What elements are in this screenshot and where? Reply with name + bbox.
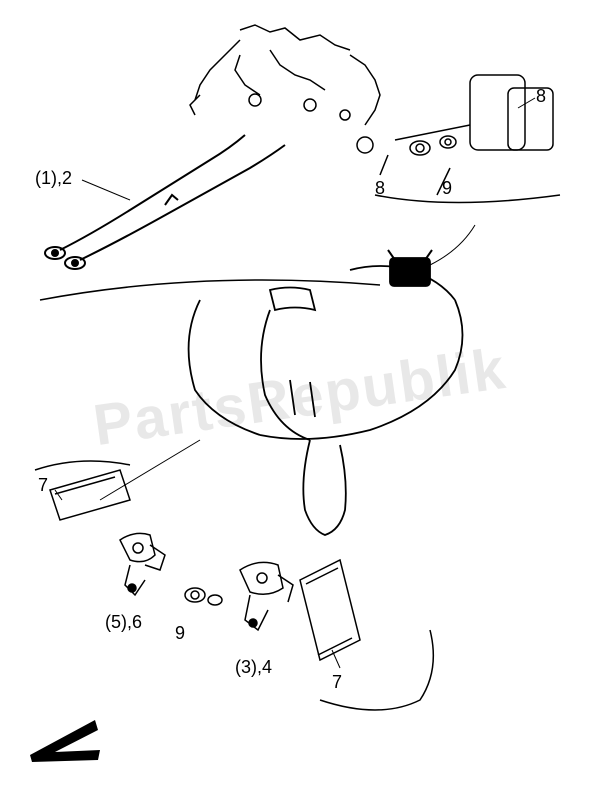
fender-body [189, 250, 463, 535]
callout-8-left: 8 [375, 178, 385, 199]
direction-arrow [30, 720, 100, 762]
separator-lower-right [320, 630, 433, 710]
callout-9-bottom: 9 [175, 623, 185, 644]
callout-5-6: (5),6 [105, 612, 142, 633]
reflector-right [380, 75, 553, 195]
callout-7-right: 7 [332, 672, 342, 693]
upper-bracket [190, 25, 380, 153]
leader-lines [55, 98, 535, 668]
connector-line-2 [100, 440, 200, 500]
separator-lower [35, 461, 130, 470]
reflector-lower-right [300, 560, 360, 660]
nut-lower [185, 588, 222, 605]
callout-9-top: 9 [442, 178, 452, 199]
callout-3-4: (3),4 [235, 657, 272, 678]
reflector-lower-left [50, 470, 130, 520]
parts-diagram [0, 0, 600, 793]
bracket-right [240, 562, 293, 630]
callout-1-2: (1),2 [35, 168, 72, 189]
separator-right [375, 195, 560, 203]
bracket-left [120, 533, 165, 595]
support-arms [45, 135, 285, 269]
connector-line [430, 225, 475, 265]
callout-8-top: 8 [536, 86, 546, 107]
callout-7-left: 7 [38, 475, 48, 496]
separator-upper [40, 280, 380, 300]
